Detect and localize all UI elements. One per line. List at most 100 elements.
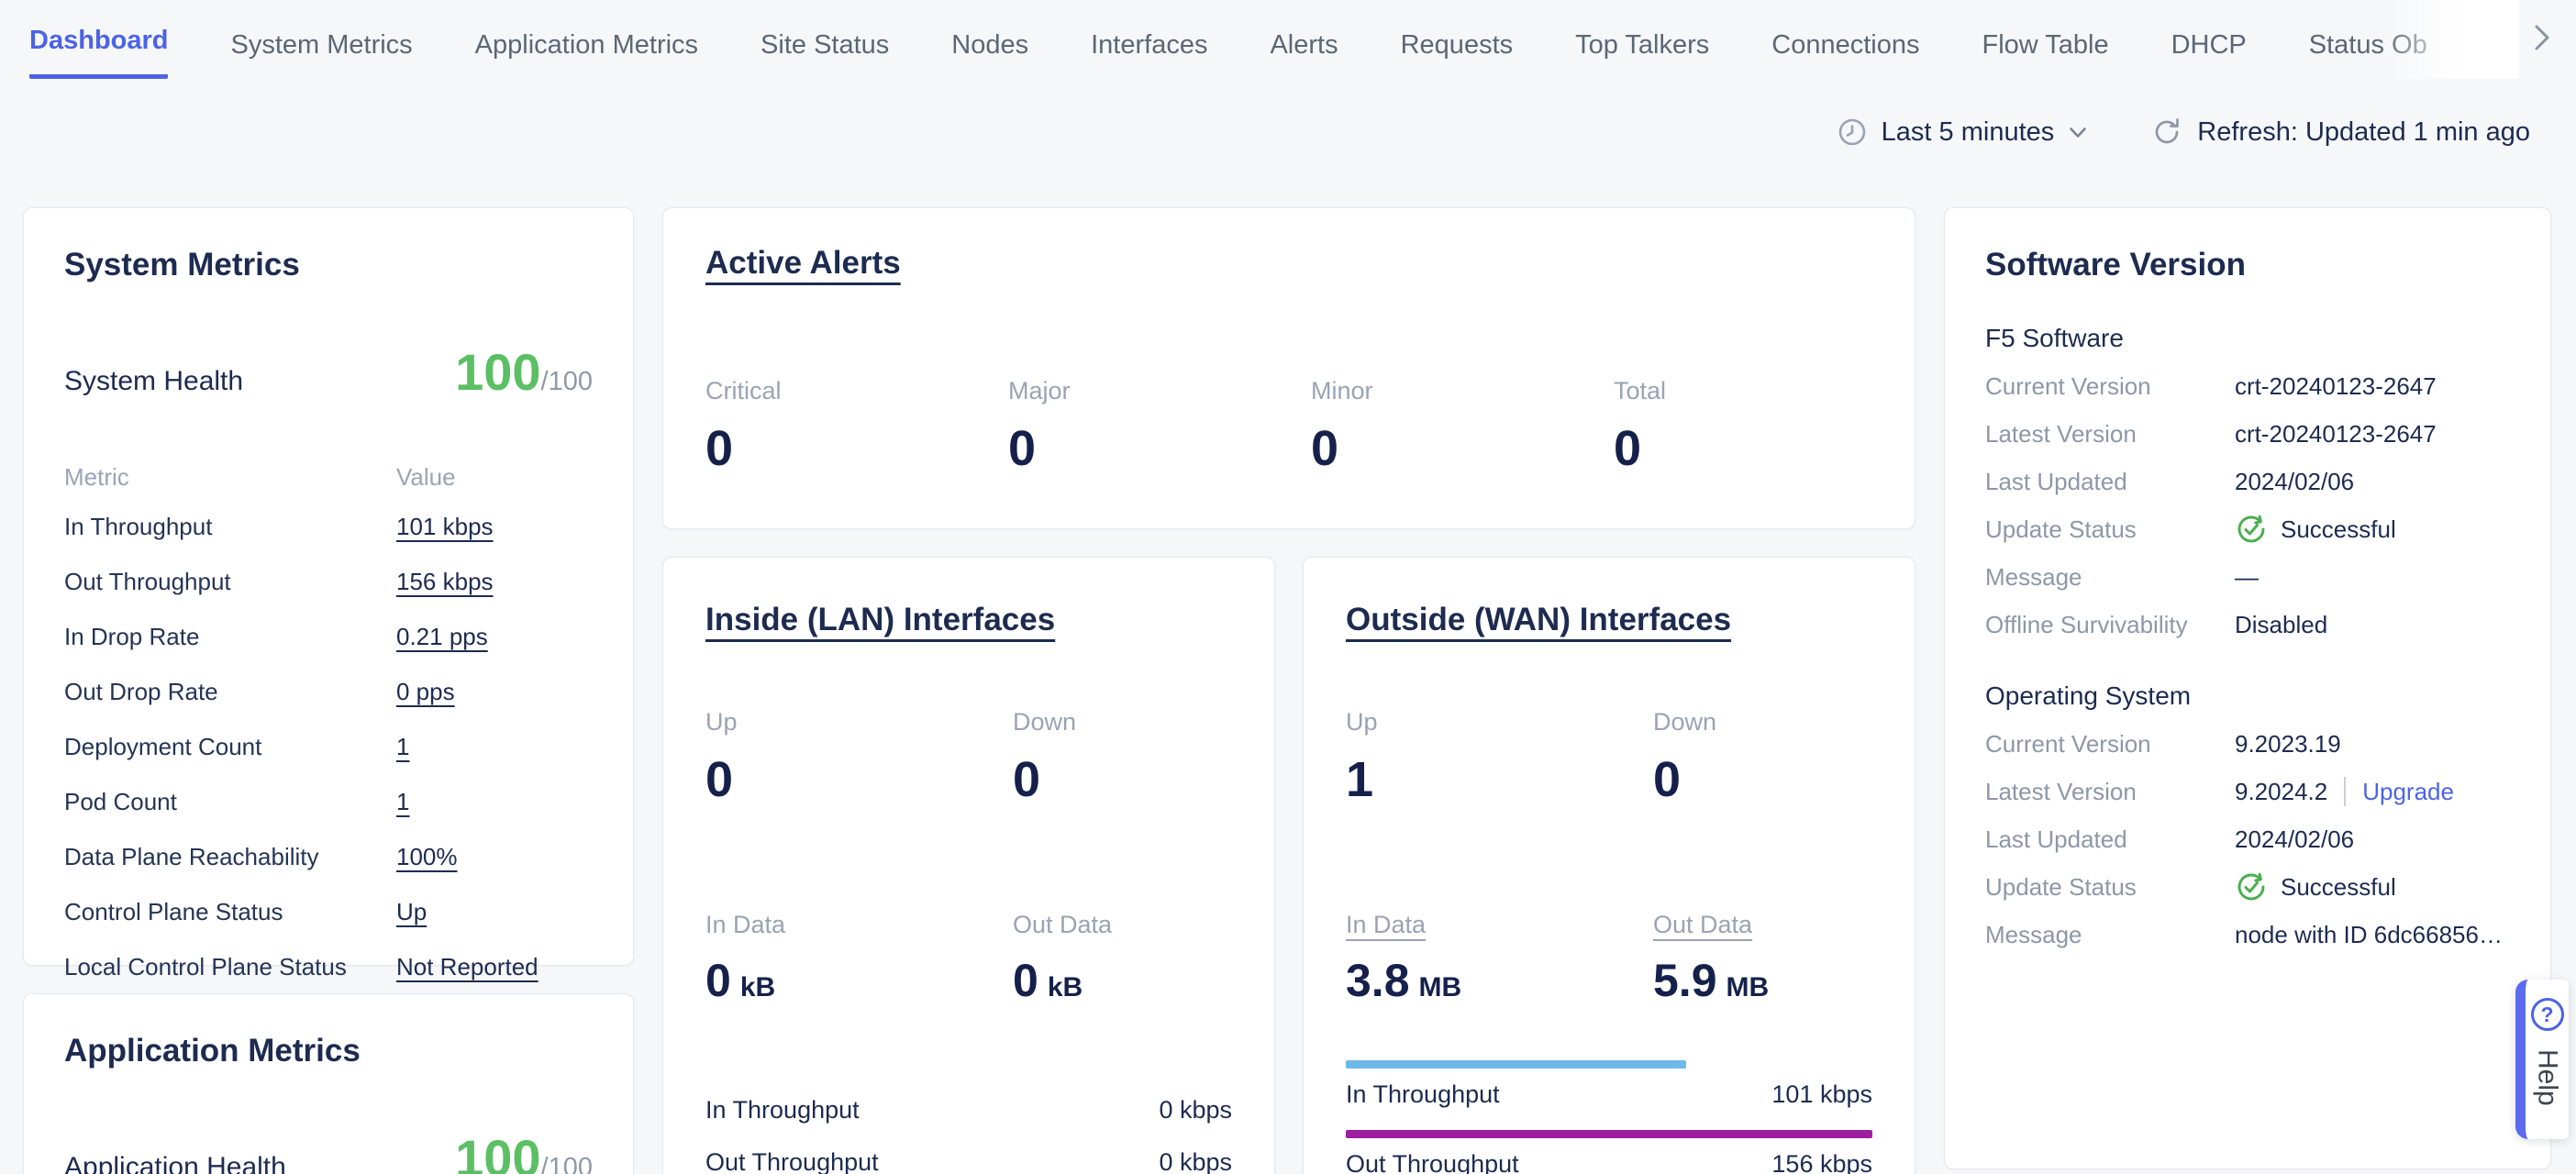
tab-alerts[interactable]: Alerts (1270, 30, 1338, 79)
tab-connections[interactable]: Connections (1771, 30, 1919, 79)
metric-label: Control Plane Status (64, 898, 396, 926)
wan-throughput: In Throughput 101 kbps Out Throughput 15… (1346, 1060, 1872, 1174)
metric-value-link[interactable]: 1 (396, 733, 409, 761)
table-header: Metric Value (64, 455, 593, 499)
wan-updown-stats: Up 1 Down 0 (1346, 708, 1872, 808)
info-label: Last Updated (1985, 468, 2235, 496)
stat-label: Down (1013, 708, 1320, 737)
lan-in-data: In Data 0 kB (705, 911, 1013, 1007)
table-row: In Drop Rate0.21 pps (64, 609, 593, 664)
info-label: Latest Version (1985, 778, 2235, 806)
active-alerts-title-link[interactable]: Active Alerts (705, 245, 1872, 282)
alert-stat-total: Total 0 (1614, 377, 1916, 477)
info-row: Message— (1985, 553, 2510, 601)
status-text: Successful (2281, 873, 2396, 902)
help-tab[interactable]: Help (2515, 980, 2569, 1139)
metric-value-link[interactable]: 156 kbps (396, 568, 494, 596)
throughput-value: 0 kbps (1159, 1096, 1232, 1124)
info-label: Message (1985, 921, 2235, 949)
software-version-title: Software Version (1985, 247, 2510, 283)
operating-system-rows: Current Version9.2023.19 Latest Version … (1985, 720, 2510, 958)
throughput-value: 101 kbps (1771, 1080, 1872, 1109)
tab-interfaces[interactable]: Interfaces (1091, 30, 1207, 79)
stat-label: Down (1653, 708, 1960, 737)
data-number: 0 (705, 954, 731, 1007)
table-row: Pod Count1 (64, 774, 593, 829)
application-metrics-title: Application Metrics (64, 1033, 593, 1069)
metric-value-link[interactable]: 0 pps (396, 678, 455, 706)
tab-application-metrics[interactable]: Application Metrics (475, 30, 698, 79)
stat-value: 0 (1614, 420, 1916, 477)
in-data-link[interactable]: In Data (1346, 911, 1653, 939)
data-unit: MB (1419, 972, 1462, 1003)
update-status-row: Update Status Successful (1985, 863, 2510, 911)
tab-system-metrics[interactable]: System Metrics (230, 30, 412, 79)
metric-column-header: Metric (64, 463, 396, 492)
metric-value-link[interactable]: Up (396, 898, 427, 926)
lan-throughput: In Throughput 0 kbps Out Throughput 0 kb… (705, 1084, 1232, 1174)
info-value: 2024/02/06 (2235, 468, 2510, 496)
lan-in-throughput-row: In Throughput 0 kbps (705, 1084, 1232, 1136)
metric-value-link[interactable]: 0.21 pps (396, 623, 488, 651)
tab-flow-table[interactable]: Flow Table (1982, 30, 2109, 79)
out-data-link[interactable]: Out Data (1653, 911, 1960, 939)
chevron-right-icon[interactable] (2534, 24, 2550, 51)
stat-label: Major (1008, 377, 1311, 405)
tab-status-objects[interactable]: Status Ob (2309, 30, 2427, 79)
lan-interfaces-title-link[interactable]: Inside (LAN) Interfaces (705, 602, 1232, 638)
dashboard-content: System Metrics System Health 100/100 Met… (0, 207, 2576, 1174)
update-status-row: Update Status Successful (1985, 505, 2510, 553)
info-label: Update Status (1985, 515, 2235, 544)
help-icon (2531, 998, 2564, 1031)
application-metrics-card: Application Metrics Application Health 1… (23, 993, 634, 1174)
system-health-max: /100 (541, 367, 593, 396)
metric-value-link[interactable]: 101 kbps (396, 513, 494, 541)
metric-label: Pod Count (64, 788, 396, 816)
stat-value: 0 (705, 751, 1013, 808)
tab-dhcp[interactable]: DHCP (2171, 30, 2247, 79)
info-row: Messagenode with ID 6dc66856-1... (1985, 911, 2510, 958)
update-status: Successful (2235, 513, 2510, 546)
info-row: Latest Versioncrt-20240123-2647 (1985, 410, 2510, 458)
alert-stat-major: Major 0 (1008, 377, 1311, 477)
refresh-control[interactable]: Refresh: Updated 1 min ago (2151, 116, 2530, 148)
software-version-card: Software Version F5 Software Current Ver… (1944, 207, 2551, 1169)
wan-up-stat: Up 1 (1346, 708, 1653, 808)
system-metrics-card: System Metrics System Health 100/100 Met… (23, 207, 634, 966)
metric-value-link[interactable]: Not Reported (396, 953, 539, 981)
tab-dashboard[interactable]: Dashboard (29, 26, 168, 79)
help-label: Help (2532, 1049, 2563, 1106)
system-health-label: System Health (64, 366, 243, 397)
upgrade-link[interactable]: Upgrade (2362, 778, 2454, 806)
stat-label: Critical (705, 377, 1008, 405)
info-value: — (2235, 563, 2510, 592)
table-row: Out Drop Rate0 pps (64, 664, 593, 719)
info-value: 2024/02/06 (2235, 825, 2510, 854)
metric-value-link[interactable]: 100% (396, 843, 458, 871)
metric-value-link[interactable]: 1 (396, 788, 409, 816)
table-row: Local Control Plane StatusNot Reported (64, 939, 593, 994)
info-row: Current Versioncrt-20240123-2647 (1985, 362, 2510, 410)
info-label: Offline Survivability (1985, 611, 2235, 639)
wan-interfaces-title-link[interactable]: Outside (WAN) Interfaces (1346, 602, 1872, 638)
alert-stat-critical: Critical 0 (705, 377, 1008, 477)
dashboard-controls: Last 5 minutes Refresh: Updated 1 min ag… (0, 106, 2576, 158)
tab-top-talkers[interactable]: Top Talkers (1575, 30, 1709, 79)
application-health-score: 100/100 (455, 1128, 593, 1174)
stat-label: In Data (705, 911, 1013, 939)
data-unit: MB (1727, 972, 1770, 1003)
info-row: Offline SurvivabilityDisabled (1985, 601, 2510, 648)
latest-version-row: Latest Version 9.2024.2 Upgrade (1985, 768, 2510, 815)
status-text: Successful (2281, 515, 2396, 544)
metric-label: In Drop Rate (64, 623, 396, 651)
tab-site-status[interactable]: Site Status (761, 30, 889, 79)
metric-label: In Throughput (64, 513, 396, 541)
tab-nodes[interactable]: Nodes (951, 30, 1028, 79)
tab-requests[interactable]: Requests (1401, 30, 1514, 79)
data-unit: kB (740, 972, 775, 1003)
refresh-icon (2151, 116, 2182, 148)
info-label: Current Version (1985, 730, 2235, 759)
time-range-selector[interactable]: Last 5 minutes (1838, 117, 2088, 148)
lan-out-throughput-row: Out Throughput 0 kbps (705, 1136, 1232, 1174)
top-nav: Dashboard System Metrics Application Met… (0, 0, 2576, 79)
